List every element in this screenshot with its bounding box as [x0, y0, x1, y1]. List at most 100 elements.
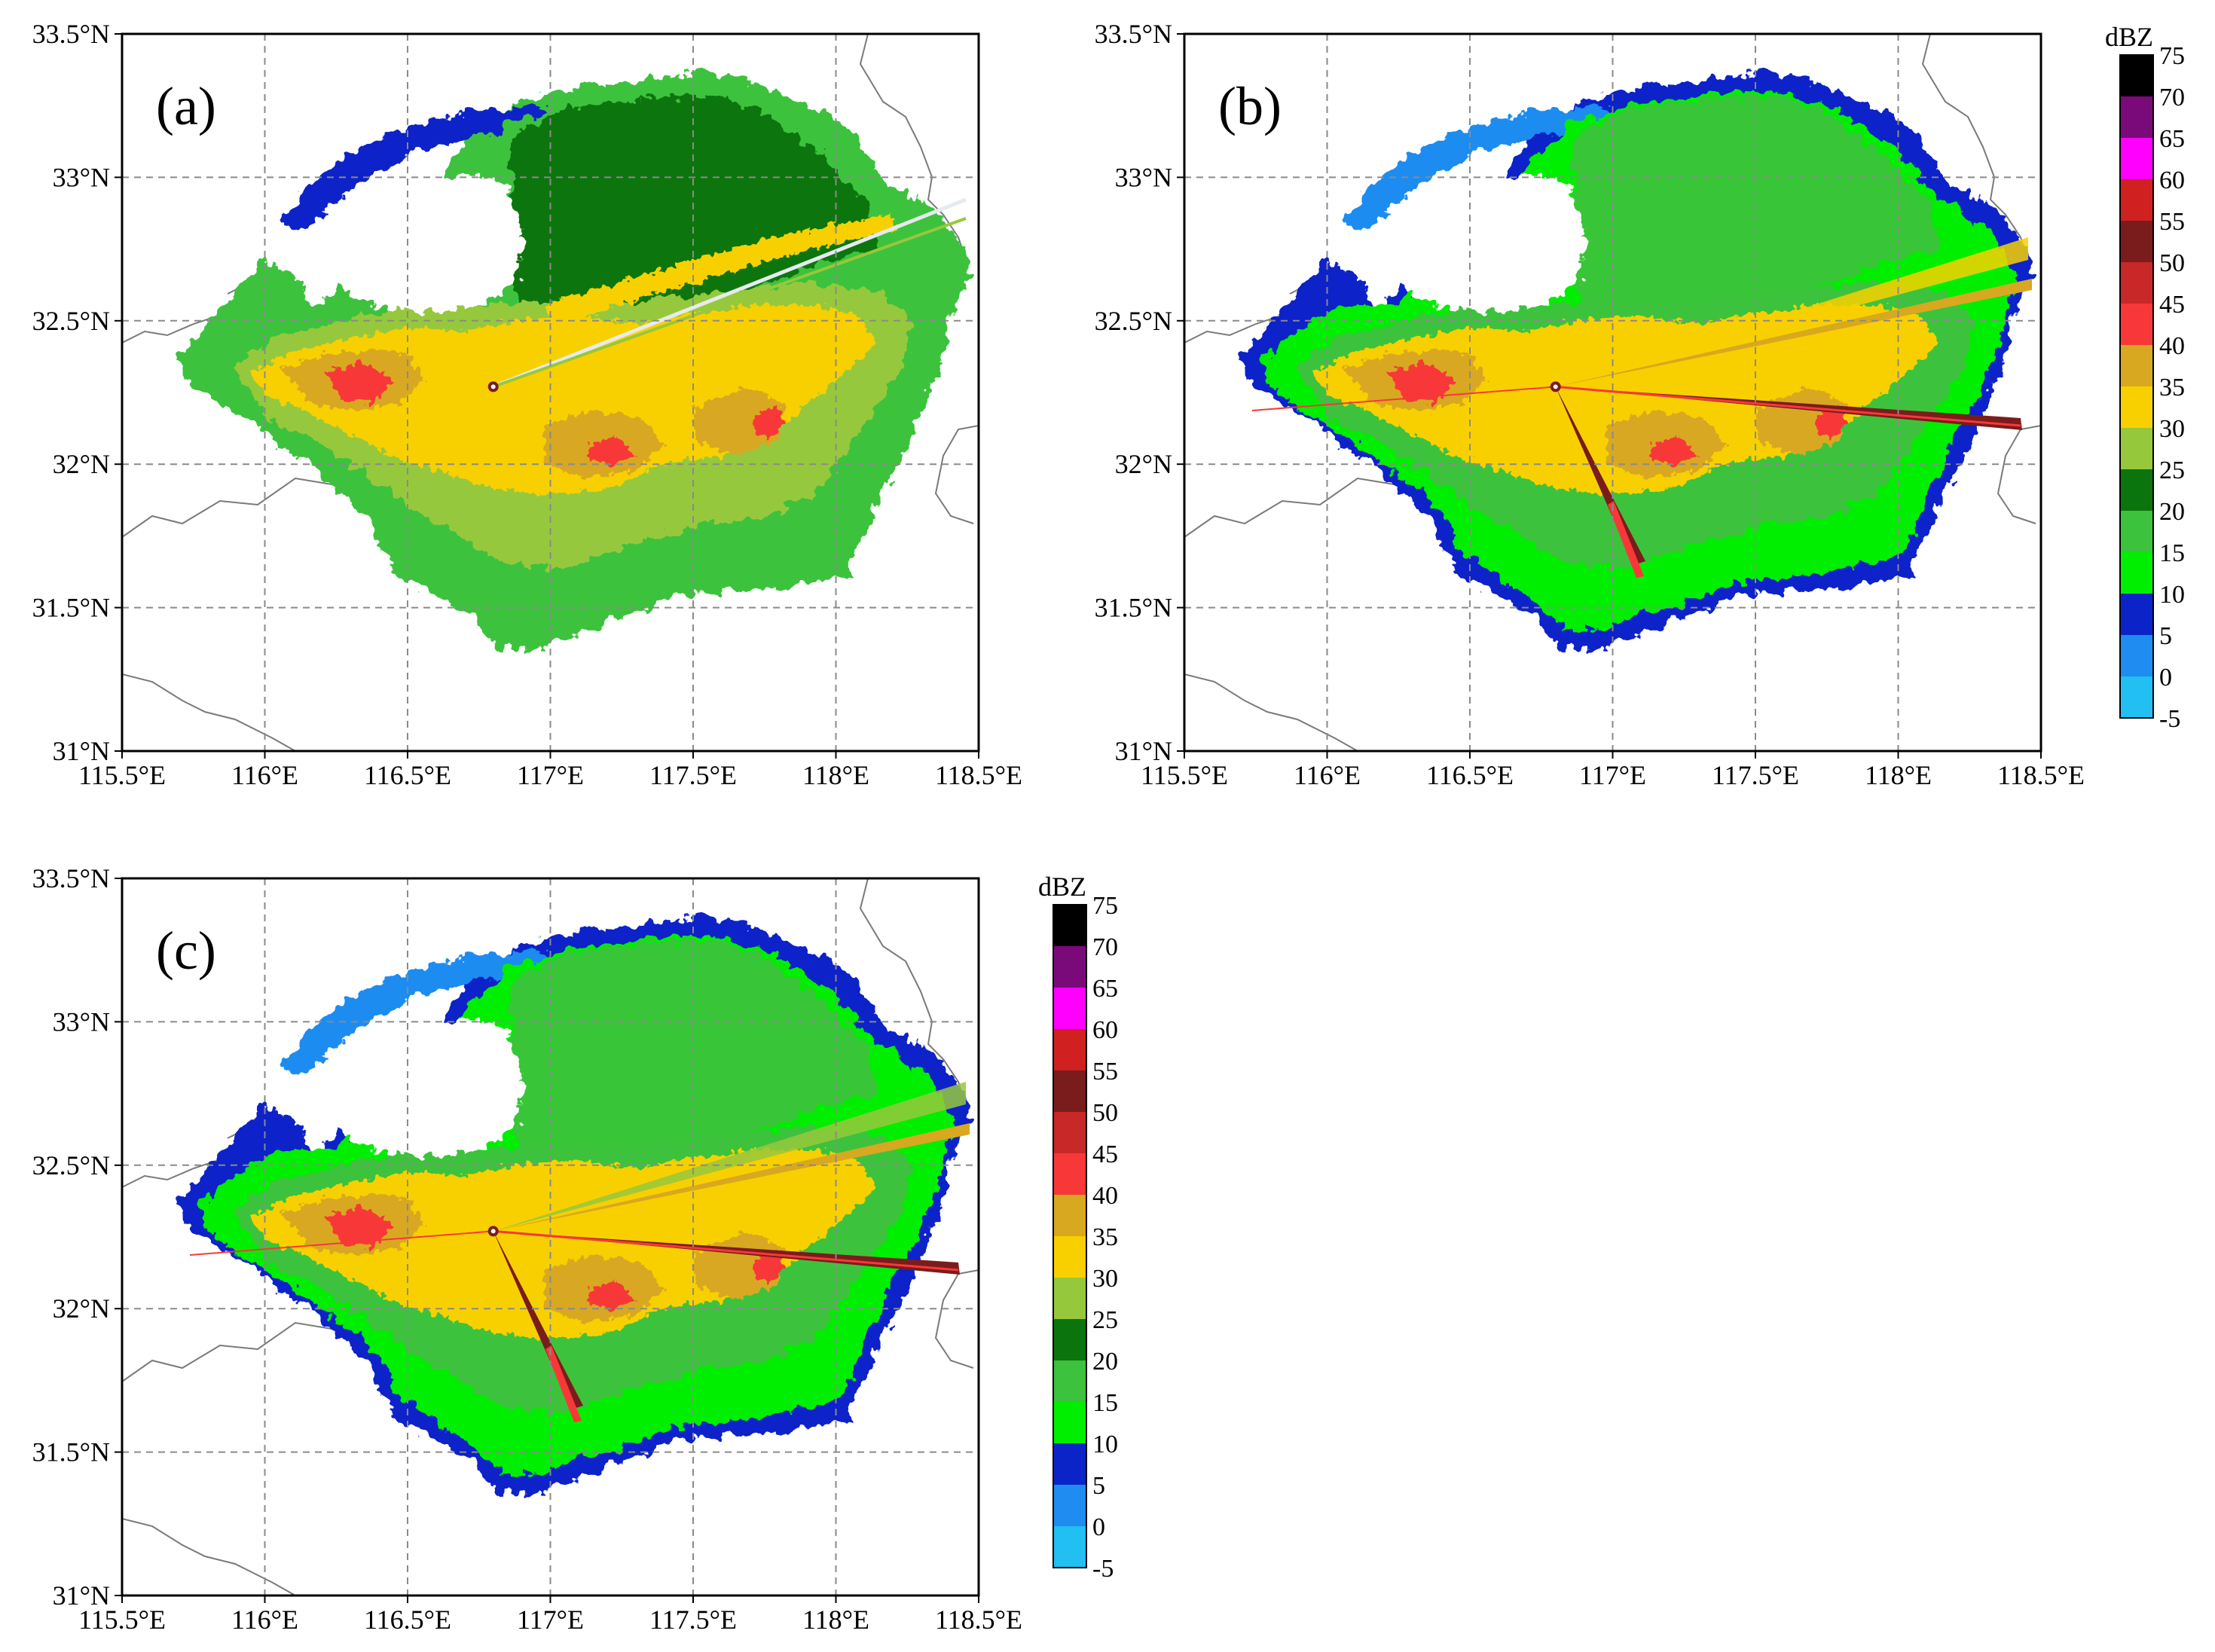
x-tick-label: 118°E	[802, 1605, 869, 1635]
y-tick-label: 33°N	[1115, 162, 1172, 192]
colorbar-swatch	[2120, 676, 2153, 718]
radar-spoke	[492, 197, 967, 389]
colorbar-swatch	[1053, 1070, 1086, 1112]
echo-strong-cell	[1816, 407, 1847, 437]
boundary-line	[122, 477, 341, 538]
colorbar-level-label: 75	[1092, 892, 1118, 920]
colorbar-swatch	[1053, 1443, 1086, 1485]
boundary-line	[859, 878, 967, 1105]
echo-strong-cell	[753, 407, 785, 437]
colorbar-swatch	[2120, 511, 2153, 552]
colorbar-level-label: 15	[1092, 1389, 1118, 1417]
y-tick-label: 32°N	[1115, 449, 1172, 479]
x-tick-label: 116°E	[231, 1605, 298, 1635]
colorbar-level-label: -5	[1092, 1555, 1114, 1583]
colorbar-level-label: 40	[2159, 332, 2185, 360]
colorbar-swatch	[2120, 138, 2153, 179]
y-tick-label: 32.5°N	[1095, 306, 1172, 336]
colorbar-swatch	[1053, 1485, 1086, 1526]
colorbar-swatch	[2120, 304, 2153, 345]
boundary-line	[1184, 673, 1358, 751]
radar-spoke	[1251, 386, 1556, 411]
colorbar-level-label: 20	[1092, 1348, 1118, 1376]
colorbar-level-label: 30	[1092, 1265, 1118, 1293]
panel-b: (b) 115.5°E 116°E 116.5°E 117°E 117.5°E 118°E…	[1095, 19, 2085, 790]
boundary-line	[934, 1269, 979, 1369]
colorbar-level-label: 15	[2159, 539, 2185, 567]
colorbar-level-label: 70	[1092, 933, 1118, 961]
reflectivity-core	[250, 1150, 875, 1338]
colorbar-level-label: 10	[2159, 581, 2185, 609]
colorbar-swatch	[2120, 386, 2153, 428]
colorbar-swatch	[2120, 345, 2153, 386]
x-tick-label: 116.5°E	[364, 1605, 451, 1635]
colorbar-level-label: -5	[2159, 705, 2180, 733]
x-tick-label: 116.5°E	[364, 760, 451, 790]
colorbar-level-label: 45	[2159, 291, 2185, 319]
colorbar-swatch	[1053, 1360, 1086, 1402]
x-tick-label: 118°E	[1865, 760, 1932, 790]
echo-band	[544, 215, 898, 328]
colorbar-swatch	[1053, 1402, 1086, 1443]
echo-strong-cell	[589, 1281, 634, 1312]
colorbar-swatch	[2120, 262, 2153, 304]
y-tick-label: 33°N	[53, 162, 110, 192]
map-content	[122, 878, 979, 1596]
boundary-line	[122, 1321, 341, 1382]
colorbar-level-label: 70	[2159, 84, 2185, 111]
colorbar-swatch	[1053, 1112, 1086, 1153]
reflectivity-core	[250, 215, 898, 493]
echo-strong-cell	[1388, 362, 1456, 403]
colorbar-swatch	[2120, 635, 2153, 676]
y-tick-label: 33.5°N	[32, 863, 110, 893]
y-tick-label: 31°N	[53, 1580, 110, 1611]
colorbar-swatch	[1053, 988, 1086, 1029]
y-tick-label: 32°N	[53, 1293, 110, 1324]
radar-spoke	[493, 217, 967, 389]
x-tick-label: 116°E	[1294, 760, 1361, 790]
boundary-line	[1921, 34, 2029, 261]
colorbar-swatch	[1053, 1029, 1086, 1070]
colorbar-level-label: 55	[1092, 1058, 1118, 1086]
echo-arc	[280, 103, 555, 234]
echo-strong-cell	[589, 437, 634, 467]
x-tick-label: 115.5°E	[78, 1605, 166, 1635]
radar-site-center	[1553, 384, 1558, 389]
colorbar-level-label: 35	[1092, 1223, 1118, 1251]
x-tick-label: 118.5°E	[935, 1605, 1022, 1635]
x-tick-label: 115.5°E	[78, 760, 166, 790]
x-tick-label: 116.5°E	[1426, 760, 1514, 790]
gridlines	[1184, 34, 2041, 751]
colorbar-level-label: 0	[1092, 1513, 1105, 1541]
y-tick-label: 33.5°N	[1095, 19, 1172, 49]
colorbar-frame	[2119, 54, 2154, 719]
boundary-line	[1184, 477, 1404, 538]
y-tick-label: 31.5°N	[32, 1437, 110, 1467]
boundary-line	[934, 425, 979, 524]
echo-gap	[325, 173, 521, 313]
colorbar-level-label: 35	[2159, 374, 2185, 402]
colorbar-unit-bottom: dBZ	[1038, 872, 1086, 902]
echo-cell	[695, 388, 785, 456]
y-tick-label: 31.5°N	[32, 593, 110, 623]
echo-arc	[1343, 103, 1618, 234]
colorbar-swatch	[1053, 1236, 1086, 1278]
radar-site-center	[490, 1229, 496, 1234]
panel-label-c: (c)	[156, 921, 216, 981]
colorbar-swatch	[2120, 552, 2153, 594]
x-tick-label: 117°E	[517, 760, 584, 790]
reflectivity-core	[1312, 305, 1938, 493]
x-tick-label: 118°E	[802, 760, 869, 790]
colorbar-swatch	[1053, 946, 1086, 988]
colorbar-top: dBZ -5 0 5 10 15 20 25 30 35 40 45 50 55 60 65 70 75	[2105, 22, 2185, 733]
boundary-line	[1997, 425, 2041, 524]
y-tick-label: 33.5°N	[32, 19, 110, 49]
echo-strong-cell	[1651, 437, 1697, 467]
boundary-line	[122, 1156, 228, 1188]
echo-north	[510, 940, 879, 1202]
colorbar-level-label: 25	[2159, 457, 2185, 484]
radar-spoke	[545, 1345, 582, 1422]
colorbar-unit-top: dBZ	[2105, 22, 2153, 52]
colorbar-bottom: dBZ -5 0 5 10 15 20 25 30 35 40 45 50 55 60 65 70 75	[1038, 872, 1118, 1583]
radar-spoke	[493, 1229, 959, 1272]
